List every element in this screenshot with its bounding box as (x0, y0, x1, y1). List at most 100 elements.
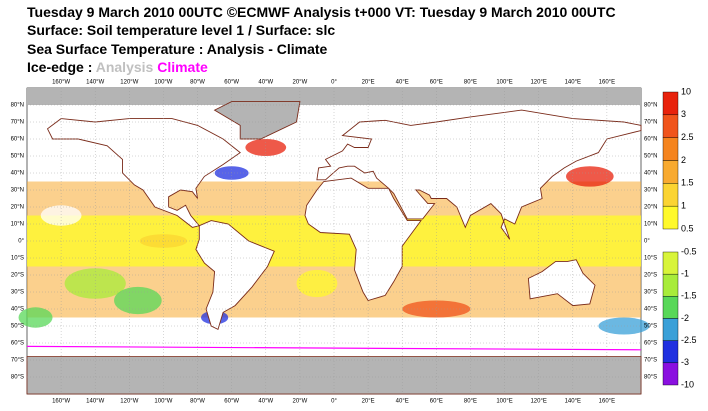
lon-label: 40°E (396, 399, 409, 405)
lat-label: 20°N (11, 205, 24, 211)
lat-label: 30°N (644, 188, 657, 194)
lon-label: 160°E (599, 80, 615, 86)
colorbar-box (662, 160, 679, 184)
lat-label: 50°N (644, 154, 657, 160)
lat-label: 70°N (11, 120, 24, 126)
colorbar-label: -0.5 (681, 246, 697, 256)
lat-label: 70°S (11, 358, 24, 364)
lat-label: 30°N (11, 188, 24, 194)
lat-label: 60°N (644, 137, 657, 143)
colorbar-label: -1 (681, 269, 689, 279)
ice-edge-climate: Climate (157, 59, 208, 75)
lon-label: 120°E (530, 399, 546, 405)
colorbar-label: -2 (681, 313, 689, 323)
lon-label: 160°E (599, 399, 615, 405)
land (195, 220, 275, 331)
lon-label: 100°E (496, 80, 512, 86)
lat-label: 40°S (11, 307, 24, 313)
colorbar-box (662, 362, 679, 386)
lon-label: 100°W (154, 80, 172, 86)
lon-label: 40°W (258, 80, 273, 86)
lat-label: 70°N (644, 120, 657, 126)
sst-anomaly-patch (245, 139, 287, 156)
lon-label: 120°W (120, 399, 138, 405)
lon-label: 0° (331, 80, 337, 86)
colorbar-label: 1 (681, 201, 686, 211)
lat-label: 60°N (11, 137, 24, 143)
title-line: Tuesday 9 March 2010 00UTC ©ECMWF Analys… (27, 4, 616, 20)
colorbar-box (662, 91, 679, 116)
sst-anomaly-patch (402, 300, 471, 318)
lat-label: 50°S (644, 324, 657, 330)
lon-label: 80°W (190, 399, 205, 405)
lon-label: 120°W (120, 80, 138, 86)
lat-label: 20°N (644, 205, 657, 211)
lon-label: 140°E (565, 399, 581, 405)
colorbar-box (662, 318, 679, 341)
land (527, 259, 596, 307)
colorbar-label: -2.5 (681, 335, 697, 345)
lon-label: 40°W (258, 399, 273, 405)
colorbar-label: -3 (681, 357, 689, 367)
lat-label: 10°S (11, 256, 24, 262)
lat-label: 10°N (644, 222, 657, 228)
subtitle-line: Sea Surface Temperature : Analysis - Cli… (27, 41, 328, 57)
colorbar-label: -1.5 (681, 291, 697, 301)
colorbar-label: -10 (681, 379, 694, 389)
lon-label: 120°E (530, 80, 546, 86)
land (316, 109, 642, 240)
lon-label: 80°E (464, 399, 477, 405)
lon-label: 80°E (464, 80, 477, 86)
lat-label: 80°S (11, 375, 24, 381)
lon-label: 60°E (430, 399, 443, 405)
lat-label: 10°S (644, 256, 657, 262)
lat-label: 40°S (644, 307, 657, 313)
lat-label: 0° (18, 239, 24, 245)
lat-label: 20°S (644, 273, 657, 279)
lat-label: 80°N (644, 103, 657, 109)
lon-label: 160°W (52, 80, 70, 86)
lon-label: 140°E (565, 80, 581, 86)
sst-anomaly-patch (296, 269, 338, 298)
lon-label: 60°W (224, 80, 239, 86)
lat-label: 50°N (11, 154, 24, 160)
lat-label: 10°N (11, 222, 24, 228)
colorbar-label: 10 (681, 86, 691, 96)
lon-label: 60°E (430, 80, 443, 86)
subtitle-line: Surface: Soil temperature level 1 / Surf… (27, 22, 336, 38)
lon-label: 0° (331, 399, 337, 405)
lat-label: 50°S (11, 324, 24, 330)
lon-label: 80°W (190, 80, 205, 86)
colorbar-box (662, 137, 679, 161)
lat-label: 60°S (11, 341, 24, 347)
lon-label: 160°W (52, 399, 70, 405)
lat-label: 70°S (644, 358, 657, 364)
colorbar-box (662, 205, 679, 230)
colorbar-label: 1.5 (681, 178, 694, 188)
lat-label: 20°S (11, 273, 24, 279)
lat-label: 30°S (644, 290, 657, 296)
colorbar-box (662, 183, 679, 207)
colorbar-box (662, 251, 679, 275)
lon-label: 20°E (362, 399, 375, 405)
ice-edge-analysis: Analysis (95, 59, 154, 75)
colorbar-box (662, 273, 679, 297)
colorbar-label: 3 (681, 109, 686, 119)
colorbar-label: 2 (681, 155, 686, 165)
sst-anomaly-patch (18, 307, 53, 328)
greenland (213, 101, 301, 140)
lon-label: 20°W (293, 399, 308, 405)
lon-label: 140°W (86, 80, 104, 86)
lon-label: 20°W (293, 80, 308, 86)
sst-anomaly-patch (566, 166, 614, 187)
sst-anomaly-patch (598, 317, 650, 335)
sst-anomaly-patch (114, 286, 162, 315)
lat-label: 60°S (644, 341, 657, 347)
lon-label: 100°E (496, 399, 512, 405)
colorbar-box (662, 296, 679, 319)
lon-label: 60°W (224, 399, 239, 405)
sea-ice (27, 88, 641, 105)
lon-label: 20°E (362, 80, 375, 86)
sst-anomaly-patch (40, 205, 82, 226)
ice-edge-label: Ice-edge : (27, 59, 96, 75)
